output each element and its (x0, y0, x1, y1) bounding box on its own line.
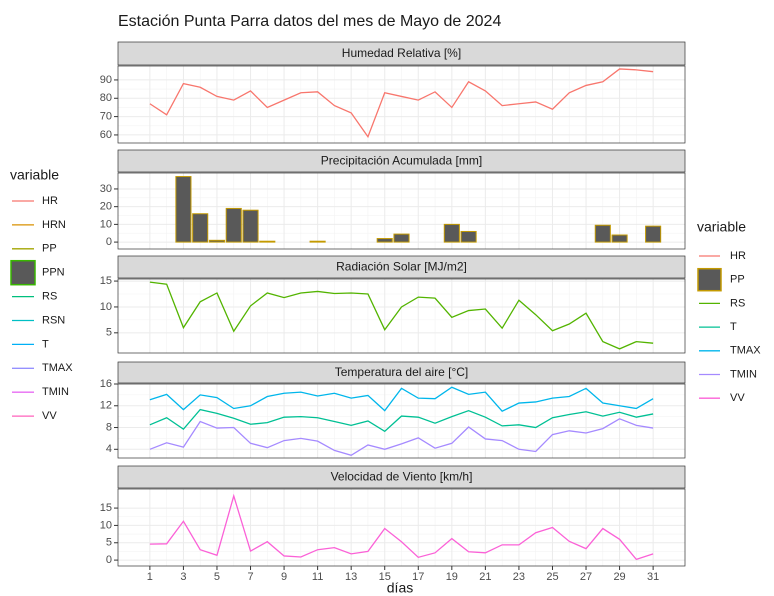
legend-label: PP (42, 243, 57, 255)
legend-label: VV (730, 392, 745, 404)
x-tick-label: 27 (580, 571, 592, 583)
panel-border (117, 278, 686, 354)
x-tick-label: 25 (546, 571, 558, 583)
y-tick-label: 0 (106, 236, 112, 248)
panel-border (117, 383, 686, 459)
legend-label: TMAX (730, 345, 761, 357)
y-tick-label: 8 (106, 421, 112, 433)
strip (117, 361, 686, 384)
legend-key (697, 267, 722, 292)
legend-label: RS (730, 297, 745, 309)
legend-label: HRN (42, 219, 66, 231)
legend-label: HR (42, 195, 58, 207)
legend-label: HR (730, 250, 746, 262)
y-tick-label: 20 (100, 201, 112, 213)
y-tick-label: 0 (106, 554, 112, 566)
strip-title: Velocidad de Viento [km/h] (331, 470, 473, 484)
x-tick-label: 29 (613, 571, 625, 583)
x-tick-label: 23 (513, 571, 525, 583)
bar (393, 233, 410, 243)
x-tick-label: 1 (147, 571, 153, 583)
y-tick-label: 10 (100, 301, 112, 313)
strip-title: Humedad Relativa [%] (342, 46, 461, 60)
bar (225, 207, 242, 243)
y-tick-label: 80 (100, 92, 112, 104)
bar (208, 239, 226, 243)
y-tick-label: 15 (100, 502, 112, 514)
bar (192, 213, 209, 243)
line (149, 493, 654, 561)
bar (309, 240, 326, 243)
legend-title: variable (697, 219, 746, 235)
bar (443, 223, 460, 243)
y-tick-label: 15 (100, 275, 112, 287)
bar (460, 230, 477, 243)
x-tick-label: 3 (180, 571, 186, 583)
line (149, 418, 654, 456)
legend-label: T (730, 321, 737, 333)
legend-label: VV (42, 410, 57, 422)
y-tick-label: 4 (106, 443, 112, 455)
bar (611, 234, 628, 243)
strip (117, 255, 686, 279)
legend-label: T (42, 338, 49, 350)
legend-label: PPN (42, 267, 65, 279)
y-tick-label: 30 (100, 183, 112, 195)
bar (594, 224, 611, 243)
strip (117, 465, 686, 489)
y-tick-label: 12 (100, 400, 112, 412)
x-tick-label: 5 (214, 571, 220, 583)
bar (645, 225, 662, 243)
strip (117, 41, 686, 66)
bar (175, 176, 192, 243)
y-tick-label: 10 (100, 218, 112, 230)
x-tick-label: 11 (312, 571, 323, 583)
x-tick-label: 21 (479, 571, 491, 583)
x-axis-label: días (387, 580, 413, 596)
x-tick-label: 31 (647, 571, 659, 583)
legend-label: TMAX (42, 362, 73, 374)
strip-title: Temperatura del aire [°C] (335, 365, 469, 379)
x-tick-label: 19 (446, 571, 458, 583)
strip (117, 149, 686, 173)
legend-label: PP (730, 274, 745, 286)
bar (242, 209, 259, 243)
chart-title: Estación Punta Parra datos del mes de Ma… (118, 13, 501, 30)
legend-key (10, 259, 36, 286)
panel-border (117, 488, 686, 567)
legend-label: TMIN (42, 386, 69, 398)
legend-label: TMIN (730, 368, 757, 380)
bar (376, 238, 393, 243)
x-tick-label: 7 (247, 571, 253, 583)
line (149, 408, 654, 433)
x-tick-label: 15 (379, 571, 391, 583)
y-tick-label: 5 (106, 537, 112, 549)
legend-title: variable (10, 167, 59, 183)
legend-label: RSN (42, 314, 65, 326)
line (149, 68, 654, 139)
y-tick-label: 70 (100, 111, 112, 123)
strip-title: Radiación Solar [MJ/m2] (336, 260, 467, 274)
strip-title: Precipitación Acumulada [mm] (321, 154, 482, 168)
legend-label: RS (42, 291, 57, 303)
panel-border (117, 65, 686, 144)
x-tick-label: 17 (412, 571, 424, 583)
y-tick-label: 60 (100, 129, 112, 141)
panel-border (117, 172, 686, 250)
bar (259, 240, 276, 243)
y-tick-label: 16 (100, 378, 112, 390)
line (149, 281, 654, 350)
x-tick-label: 9 (281, 571, 287, 583)
y-tick-label: 90 (100, 74, 112, 86)
y-tick-label: 5 (106, 327, 112, 339)
y-tick-label: 10 (100, 519, 112, 531)
x-tick-label: 13 (345, 571, 357, 583)
line (149, 386, 654, 413)
